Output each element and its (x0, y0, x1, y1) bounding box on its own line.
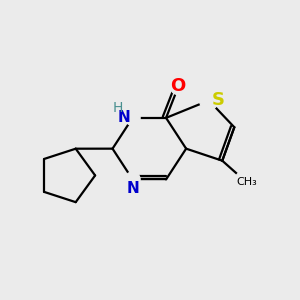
Text: N: N (118, 110, 130, 125)
Text: CH₃: CH₃ (236, 177, 257, 187)
Circle shape (171, 80, 186, 94)
Text: O: O (170, 77, 186, 95)
Text: S: S (212, 92, 225, 110)
Text: H: H (113, 101, 123, 115)
Circle shape (234, 170, 258, 194)
Text: N: N (126, 181, 139, 196)
Circle shape (200, 91, 218, 110)
Circle shape (125, 110, 140, 125)
Circle shape (125, 172, 140, 187)
